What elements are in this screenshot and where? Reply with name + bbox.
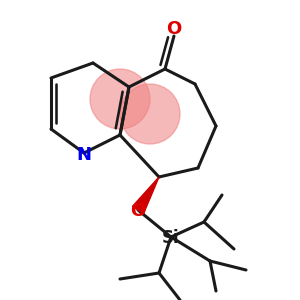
Circle shape: [120, 84, 180, 144]
Text: N: N: [76, 146, 92, 164]
Text: Si: Si: [162, 229, 180, 247]
Text: O: O: [130, 202, 146, 220]
Circle shape: [90, 69, 150, 129]
Text: O: O: [167, 20, 182, 38]
Polygon shape: [132, 177, 159, 214]
